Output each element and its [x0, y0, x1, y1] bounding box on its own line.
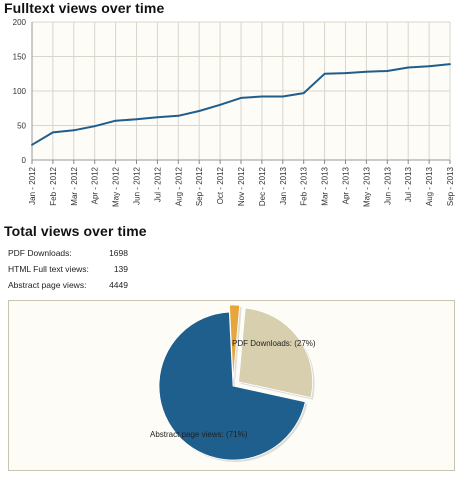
- data-point: [281, 95, 284, 98]
- x-tick-label: Apr - 2012: [91, 166, 100, 204]
- x-tick-label: Mar - 2013: [321, 166, 330, 205]
- data-point: [302, 92, 305, 94]
- line-series: [31, 63, 451, 146]
- fulltext-line-chart: 0 50 100 150 200 Jan - 2012 Feb - 2012 Mar - 2…: [13, 18, 455, 207]
- x-tick-label: Feb - 2013: [300, 166, 309, 205]
- data-point: [407, 66, 410, 69]
- data-point: [219, 103, 222, 106]
- x-axis-ticks: Jan - 2012 Feb - 2012 Mar - 2012 Apr - 2012…: [28, 160, 455, 207]
- x-tick-label: Mar - 2012: [70, 166, 79, 205]
- stat-value: 139: [113, 264, 128, 274]
- stat-value: 1698: [109, 248, 128, 258]
- data-point: [323, 72, 326, 75]
- pie-labels: Abstract page views: (71%) PDF Downloads:…: [150, 339, 316, 439]
- x-tick-label: Jan - 2013: [279, 166, 288, 204]
- data-point: [240, 97, 242, 99]
- data-point: [449, 63, 451, 65]
- pie-label-pdf: PDF Downloads: (27%): [232, 339, 316, 348]
- y-tick-label: 100: [13, 87, 27, 96]
- data-point: [72, 129, 75, 132]
- x-tick-label: Jul - 2012: [153, 166, 162, 202]
- data-point: [52, 131, 54, 134]
- total-views-pie-chart: Abstract page views: (71%) PDF Downloads:…: [8, 300, 455, 471]
- stats-table: PDF Downloads: 1698 HTML Full text views…: [8, 248, 128, 296]
- data-point: [93, 125, 96, 128]
- data-point: [428, 65, 430, 68]
- x-tick-label: Oct - 2012: [216, 166, 225, 204]
- x-tick-label: Jun - 2013: [383, 166, 392, 204]
- fulltext-chart-title: Fulltext views over time: [4, 0, 165, 16]
- stat-value: 4449: [109, 280, 128, 290]
- x-tick-label: Feb - 2012: [49, 166, 58, 205]
- y-tick-label: 150: [13, 53, 27, 62]
- x-tick-label: Apr - 2013: [342, 166, 351, 204]
- y-tick-label: 50: [17, 122, 26, 131]
- data-point: [365, 70, 368, 73]
- pie-slice-abstract: [158, 311, 306, 461]
- stat-label: HTML Full text views:: [8, 264, 89, 274]
- data-point: [386, 70, 389, 72]
- y-tick-label: 0: [22, 156, 27, 165]
- stat-row-pdf: PDF Downloads: 1698: [8, 248, 128, 264]
- data-point: [31, 143, 33, 146]
- data-point: [261, 95, 263, 98]
- stat-label: PDF Downloads:: [8, 248, 72, 258]
- pie-label-abstract: Abstract page views: (71%): [150, 430, 248, 439]
- x-tick-label: May - 2012: [112, 166, 121, 207]
- y-tick-label: 200: [13, 18, 27, 27]
- stat-row-abstract: Abstract page views: 4449: [8, 280, 128, 296]
- stat-label: Abstract page views:: [8, 280, 87, 290]
- x-tick-label: May - 2013: [362, 166, 371, 207]
- stat-row-html: HTML Full text views: 139: [8, 264, 128, 280]
- data-point: [177, 114, 180, 117]
- pie-slice-html: [229, 304, 241, 380]
- pie-slice-pdf: [238, 307, 314, 399]
- data-point: [198, 110, 201, 112]
- data-point: [156, 116, 159, 119]
- gridlines: [31, 21, 451, 161]
- total-views-title: Total views over time: [4, 223, 147, 239]
- x-tick-label: Aug - 2012: [174, 166, 183, 206]
- x-tick-label: Nov - 2012: [237, 166, 246, 206]
- data-point: [114, 119, 117, 122]
- x-tick-label: Jul - 2013: [404, 166, 413, 202]
- x-tick-label: Dec - 2012: [258, 166, 267, 206]
- y-axis-ticks: 0 50 100 150 200: [13, 18, 27, 165]
- x-tick-label: Jan - 2012: [28, 166, 37, 204]
- data-point: [344, 72, 347, 74]
- pie-slices: [158, 304, 315, 462]
- x-tick-label: Aug - 2013: [425, 166, 434, 206]
- data-point: [135, 118, 138, 121]
- x-tick-label: Jun - 2012: [133, 166, 142, 204]
- x-tick-label: Sep - 2012: [195, 166, 204, 206]
- x-tick-label: Sep - 2013: [446, 166, 455, 206]
